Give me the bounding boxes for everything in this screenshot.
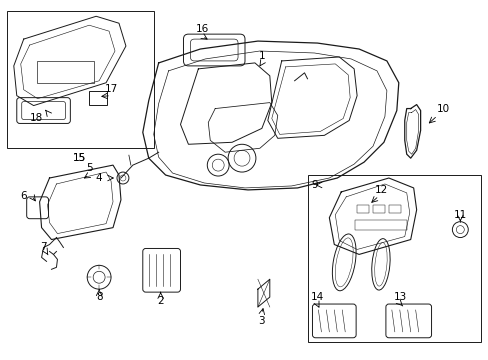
Bar <box>89 91 107 105</box>
Text: 5: 5 <box>86 163 92 173</box>
Text: 15: 15 <box>73 153 86 163</box>
Text: 4: 4 <box>96 173 102 183</box>
Text: 12: 12 <box>373 185 387 195</box>
Text: 9: 9 <box>310 180 317 190</box>
Bar <box>372 205 384 213</box>
Text: 1: 1 <box>258 51 264 61</box>
Bar <box>356 205 368 213</box>
Bar <box>307 175 480 342</box>
Text: 17: 17 <box>104 84 118 94</box>
Bar <box>388 205 400 213</box>
Text: 14: 14 <box>310 292 324 302</box>
Text: 15: 15 <box>73 153 86 163</box>
Text: 3: 3 <box>258 316 264 326</box>
Text: 13: 13 <box>393 292 407 302</box>
Text: 16: 16 <box>195 24 208 34</box>
Bar <box>354 220 406 230</box>
Text: 18: 18 <box>30 113 43 123</box>
Text: 11: 11 <box>453 210 466 220</box>
Text: 2: 2 <box>157 296 163 306</box>
Text: 7: 7 <box>40 243 47 252</box>
Text: 8: 8 <box>96 292 102 302</box>
Bar <box>7 11 153 148</box>
Text: 10: 10 <box>436 104 449 113</box>
Text: 6: 6 <box>20 191 27 201</box>
Bar <box>37 61 94 83</box>
